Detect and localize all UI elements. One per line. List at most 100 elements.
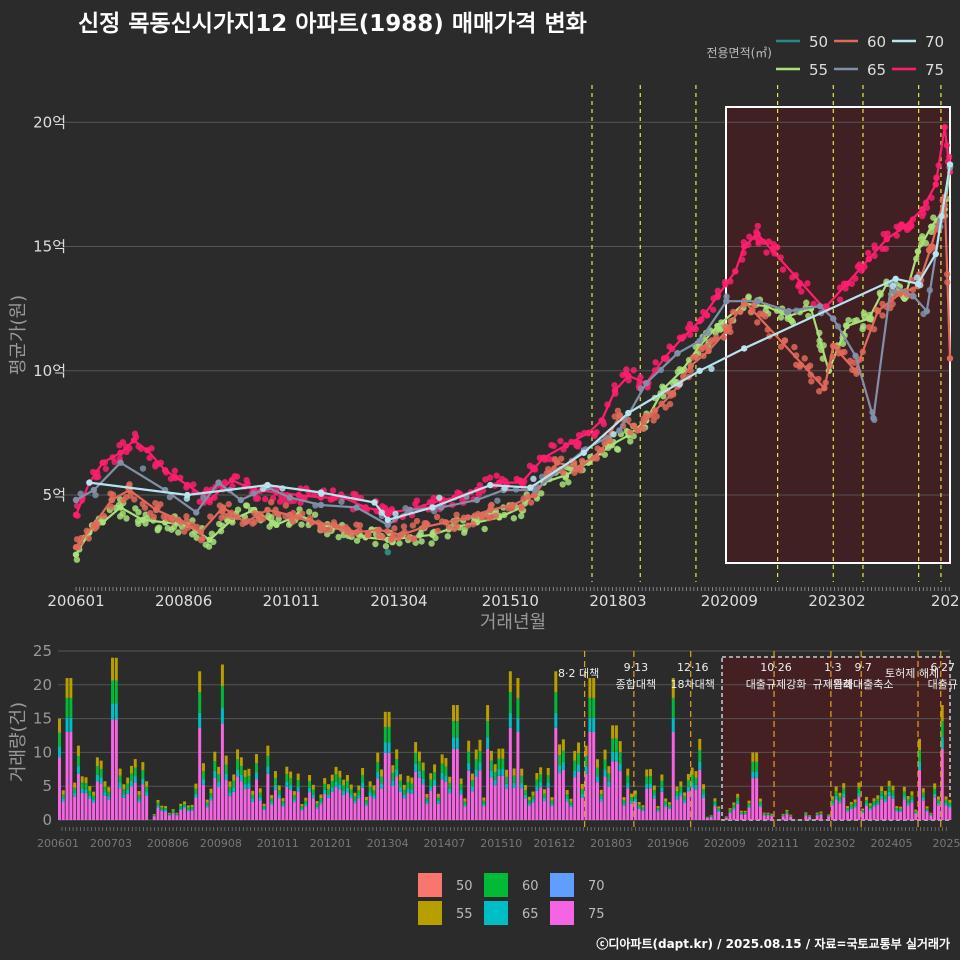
volume-bar-segment xyxy=(637,802,641,805)
volume-bar-segment xyxy=(948,807,952,820)
price-dot-60 xyxy=(464,522,472,529)
volume-bar-segment xyxy=(709,817,713,820)
volume-bar-segment xyxy=(126,789,130,794)
volume-bar-segment xyxy=(152,816,156,820)
volume-bar-segment xyxy=(285,781,289,787)
price-dot-75 xyxy=(243,477,250,484)
volume-bar-segment xyxy=(228,792,232,797)
volume-bar-segment xyxy=(891,790,895,796)
volume-bar-segment xyxy=(747,803,751,807)
volume-bar-segment xyxy=(929,812,933,814)
volume-bar-segment xyxy=(751,771,755,779)
volume-bar-segment xyxy=(114,719,118,820)
credit-text: ⓒ디아파트(dapt.kr) / 2025.08.15 / 자료=국토교통부 실… xyxy=(596,937,950,951)
volume-bar-segment xyxy=(281,804,285,807)
volume-bar-segment xyxy=(406,792,410,820)
volume-bar-segment xyxy=(815,815,819,820)
volume-bar-segment xyxy=(667,802,671,805)
price-dot-60 xyxy=(453,511,460,518)
volume-bar-segment xyxy=(899,806,903,809)
volume-bar-segment xyxy=(944,799,948,804)
price-dot-75 xyxy=(686,320,694,328)
volume-bar-segment xyxy=(433,785,437,820)
volume-bar-segment xyxy=(637,807,641,809)
volume-bar-segment xyxy=(247,775,251,784)
volume-bar-segment xyxy=(478,739,482,752)
legend-label-65: 65 xyxy=(867,61,886,79)
volume-bar-segment xyxy=(410,777,414,784)
volume-bar-segment xyxy=(755,778,759,820)
price-dot-60 xyxy=(411,535,418,542)
price-dot-75 xyxy=(575,440,582,447)
volume-bar-segment xyxy=(641,807,645,810)
volume-bar-segment xyxy=(467,770,471,820)
volume-bar-segment xyxy=(448,788,452,794)
volume-bar-segment xyxy=(728,812,732,820)
volume-bar-segment xyxy=(546,775,550,783)
volume-bar-segment xyxy=(535,786,539,791)
annotation-label: 토허제 해제 xyxy=(885,666,939,680)
price-dot-70 xyxy=(610,431,617,438)
volume-bar-segment xyxy=(220,664,224,687)
bar-legend-swatch-65 xyxy=(484,901,508,925)
volume-bar-segment xyxy=(546,767,550,776)
volume-bar-segment xyxy=(311,794,315,799)
price-dot-60 xyxy=(249,520,256,527)
volume-bar-segment xyxy=(467,751,471,763)
volume-bar-segment xyxy=(76,756,80,767)
volume-bar-segment xyxy=(925,808,929,811)
volume-bar-segment xyxy=(698,738,702,751)
price-dot-55 xyxy=(123,515,130,522)
volume-bar-segment xyxy=(940,737,944,749)
highlight-shade xyxy=(726,107,950,563)
volume-bar-segment xyxy=(141,770,145,779)
volume-bar-segment xyxy=(804,813,808,815)
volume-bar-segment xyxy=(300,808,304,811)
volume-bar-segment xyxy=(220,686,224,709)
volume-bar-segment xyxy=(872,804,876,807)
volume-bar-segment xyxy=(281,806,285,820)
annotation-label: 대출규제강화 xyxy=(746,678,807,691)
price-dot-55 xyxy=(135,520,142,527)
volume-bar-segment xyxy=(554,727,558,820)
price-dot-60 xyxy=(879,312,886,319)
volume-bar-segment xyxy=(137,791,141,796)
volume-bar-segment xyxy=(255,772,258,780)
volume-bar-segment xyxy=(743,813,747,815)
volume-bar-segment xyxy=(827,815,831,817)
volume-bar-segment xyxy=(156,807,160,820)
volume-bar-segment xyxy=(433,772,437,780)
volume-bar-segment xyxy=(561,769,565,820)
volume-bar-segment xyxy=(84,777,88,784)
volume-bar-segment xyxy=(649,783,653,789)
price-dot-60 xyxy=(225,501,232,508)
volume-bar-segment xyxy=(133,776,137,783)
volume-bar-segment xyxy=(569,798,573,802)
volume-bar-segment xyxy=(429,779,433,787)
volume-bar-segment xyxy=(65,717,69,732)
volume-bar-segment xyxy=(372,790,376,796)
volume-bar-segment xyxy=(88,786,92,791)
price-dot-55 xyxy=(418,538,425,545)
legend-title: 전용면적(㎡) xyxy=(706,46,772,60)
volume-bar-segment xyxy=(531,802,535,820)
volume-bar-segment xyxy=(482,803,486,807)
volume-bar-segment xyxy=(883,790,887,795)
volume-bar-segment xyxy=(255,763,258,773)
volume-bar-segment xyxy=(80,792,84,820)
volume-bar-segment xyxy=(789,816,793,817)
price-dot-60 xyxy=(282,502,289,509)
volume-bar-segment xyxy=(88,790,92,796)
volume-bar-segment xyxy=(542,800,546,820)
volume-bar-segment xyxy=(160,807,164,810)
price-dot-60 xyxy=(299,510,306,517)
annotation-label: 10·26 xyxy=(760,661,792,674)
volume-bar-segment xyxy=(114,657,118,681)
volume-bar-segment xyxy=(876,798,880,803)
volume-bar-segment xyxy=(213,751,217,762)
volume-bar-segment xyxy=(58,718,61,733)
price-dot-60 xyxy=(183,513,190,520)
volume-bar-segment xyxy=(614,761,618,820)
volume-bar-segment xyxy=(936,799,940,804)
volume-bar-segment xyxy=(539,767,543,775)
